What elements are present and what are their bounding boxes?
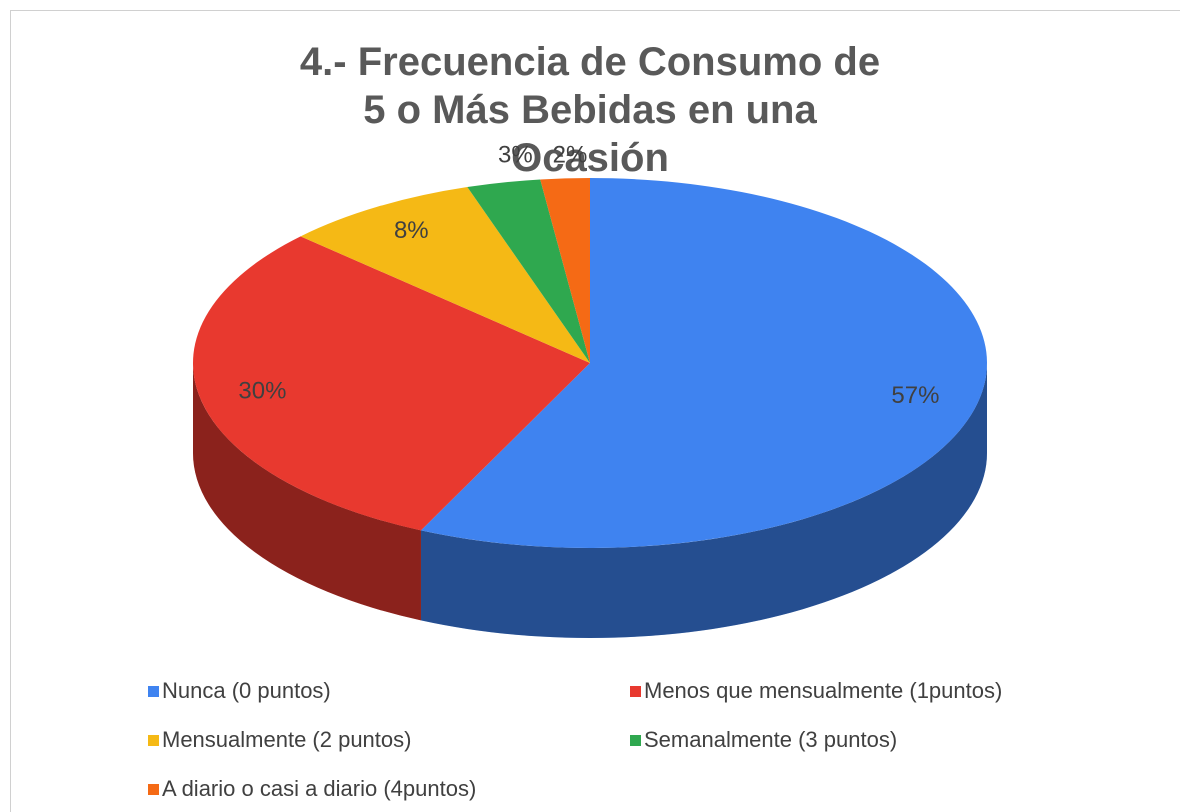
data-label: 8% xyxy=(394,217,429,244)
legend-label: Menos que mensualmente (1puntos) xyxy=(644,678,1002,703)
slice xyxy=(192,236,590,531)
legend-swatch xyxy=(148,784,159,795)
legend-label: Mensualmente (2 puntos) xyxy=(162,727,411,752)
slice xyxy=(420,178,988,549)
data-label: 3% xyxy=(498,141,533,168)
legend-label: A diario o casi a diario (4puntos) xyxy=(162,776,476,801)
legend-label: Semanalmente (3 puntos) xyxy=(644,727,897,752)
data-label: 2% xyxy=(553,141,588,168)
data-label: 57% xyxy=(891,382,939,409)
chart-title: 4.- Frecuencia de Consumo de 5 o Más Beb… xyxy=(299,40,881,180)
slice xyxy=(300,187,590,363)
legend-swatch xyxy=(630,686,641,697)
slice-side-shade xyxy=(192,363,421,621)
data-label: 30% xyxy=(238,377,286,404)
slice xyxy=(467,179,590,363)
legend-swatch xyxy=(630,735,641,746)
legend-label: Nunca (0 puntos) xyxy=(162,678,331,703)
slice-side-shade xyxy=(420,363,988,638)
slice-side xyxy=(192,363,421,621)
slice xyxy=(540,178,590,363)
legend-swatch xyxy=(148,686,159,697)
chart-frame xyxy=(10,10,1180,812)
slice-side xyxy=(420,363,988,638)
side-layer xyxy=(192,363,988,638)
legend-swatch xyxy=(148,735,159,746)
